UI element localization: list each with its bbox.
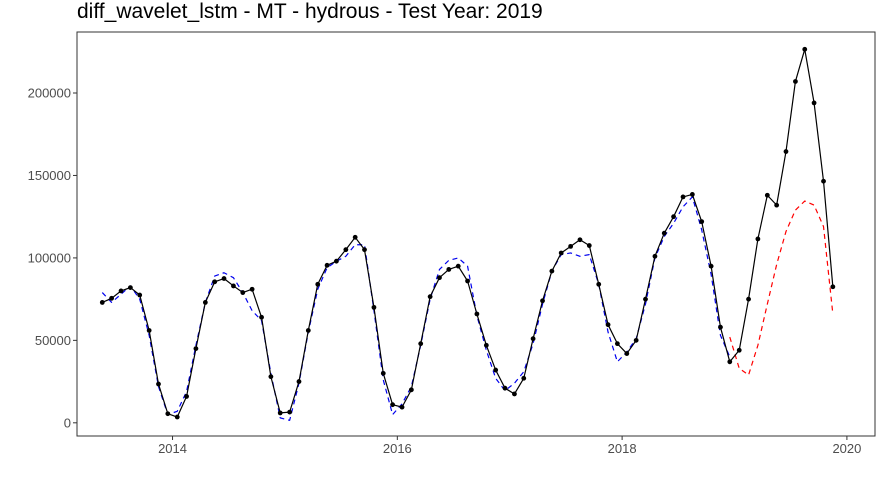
- data-point: [624, 351, 630, 356]
- data-point: [221, 276, 227, 281]
- data-point: [811, 100, 817, 106]
- data-point: [755, 236, 761, 242]
- data-point: [586, 243, 592, 248]
- data-point: [483, 342, 489, 348]
- data-point: [727, 359, 733, 365]
- data-point: [671, 214, 676, 220]
- data-point: [764, 192, 770, 198]
- data-point: [165, 411, 171, 417]
- data-point: [689, 192, 695, 197]
- x-tick-label: 2014: [158, 441, 187, 456]
- data-point: [502, 385, 508, 391]
- plot-panel-border: [76, 31, 876, 437]
- data-point: [821, 178, 826, 184]
- y-tick-label: 150000: [28, 168, 71, 183]
- data-point: [596, 281, 602, 287]
- fitted-series-line: [101, 196, 731, 421]
- data-point: [718, 324, 723, 330]
- data-point: [137, 292, 143, 298]
- y-tick-label: 50000: [35, 333, 71, 348]
- data-point: [362, 247, 367, 253]
- data-point: [174, 414, 180, 420]
- data-point: [530, 336, 536, 342]
- data-point: [408, 387, 414, 393]
- data-point: [259, 314, 264, 320]
- data-point: [118, 288, 124, 294]
- data-point: [802, 46, 808, 52]
- data-point: [521, 375, 527, 381]
- data-point: [614, 341, 620, 347]
- data-point: [231, 283, 236, 289]
- data-point: [549, 268, 555, 274]
- y-tick-label: 200000: [28, 86, 71, 101]
- data-point: [540, 298, 545, 304]
- data-point: [99, 300, 105, 305]
- actual-series-line: [102, 48, 834, 418]
- x-tick-label: 2018: [608, 441, 637, 456]
- data-point: [446, 267, 452, 272]
- data-point: [324, 262, 330, 268]
- data-point: [783, 149, 789, 154]
- chart-title: diff_wavelet_lstm - MT - hydrous - Test …: [77, 0, 543, 23]
- data-point: [418, 341, 424, 347]
- data-point: [315, 281, 321, 287]
- data-point: [352, 234, 358, 240]
- data-point: [343, 247, 349, 253]
- y-tick-label: 0: [64, 415, 71, 430]
- data-point: [465, 278, 470, 284]
- x-tick-label: 2016: [383, 441, 412, 456]
- data-point: [633, 337, 639, 343]
- data-point: [680, 194, 686, 200]
- data-point: [661, 230, 667, 236]
- data-point: [643, 296, 648, 302]
- data-point: [202, 300, 208, 305]
- data-point: [493, 367, 499, 373]
- data-point: [277, 410, 283, 416]
- data-point: [699, 219, 705, 225]
- data-point: [240, 290, 246, 295]
- data-point: [146, 328, 152, 333]
- data-point: [371, 304, 377, 310]
- data-point: [568, 243, 574, 249]
- forecast-series-line: [729, 200, 834, 376]
- data-point: [399, 404, 405, 410]
- data-point: [577, 237, 583, 243]
- data-point: [558, 250, 564, 256]
- data-point: [212, 279, 218, 285]
- data-point: [334, 258, 339, 264]
- data-point: [746, 296, 751, 302]
- data-point: [830, 284, 836, 290]
- data-point: [156, 381, 161, 387]
- y-tick-label: 100000: [28, 250, 71, 265]
- data-point: [474, 311, 480, 317]
- data-point: [605, 322, 611, 328]
- data-point: [109, 295, 115, 301]
- data-point: [708, 263, 714, 269]
- data-point: [437, 275, 442, 281]
- data-point: [287, 409, 293, 415]
- data-point: [380, 370, 386, 376]
- data-point: [512, 391, 517, 397]
- data-point: [793, 79, 798, 84]
- data-point: [774, 202, 780, 208]
- data-point: [305, 328, 311, 333]
- data-point: [296, 379, 302, 384]
- data-point: [736, 347, 742, 353]
- data-point: [390, 402, 396, 408]
- data-point: [455, 263, 461, 269]
- data-point: [652, 253, 658, 259]
- data-point: [249, 286, 255, 292]
- data-point: [427, 294, 433, 300]
- x-tick-label: 2020: [832, 441, 861, 456]
- data-point: [127, 285, 133, 290]
- data-point: [193, 346, 199, 352]
- data-point: [184, 394, 189, 399]
- data-point: [268, 374, 274, 380]
